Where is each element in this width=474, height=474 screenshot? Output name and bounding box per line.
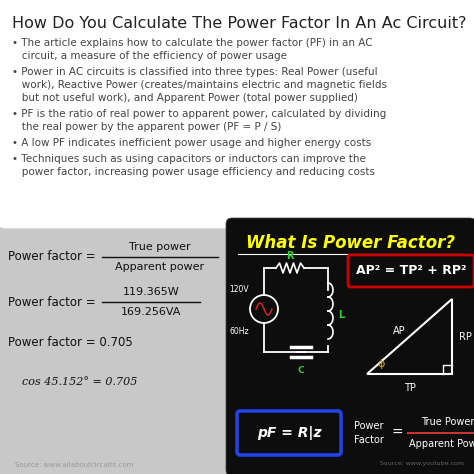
Text: R: R [286, 251, 294, 261]
Text: 60Hz: 60Hz [229, 328, 249, 337]
Text: True Power: True Power [421, 417, 474, 427]
FancyBboxPatch shape [348, 255, 474, 287]
Text: L: L [338, 310, 344, 320]
Text: How Do You Calculate The Power Factor In An Ac Circuit?: How Do You Calculate The Power Factor In… [12, 16, 466, 31]
Text: Source: www.allaboutcircuits.com: Source: www.allaboutcircuits.com [15, 462, 133, 468]
Text: Power factor =: Power factor = [8, 250, 100, 264]
Text: Apparent Power: Apparent Power [409, 439, 474, 449]
Text: Power
Factor: Power Factor [354, 421, 384, 445]
Text: TP: TP [403, 383, 415, 393]
Text: 169.256VA: 169.256VA [121, 307, 181, 317]
FancyBboxPatch shape [237, 411, 341, 455]
Text: AP² = TP² + RP²: AP² = TP² + RP² [356, 264, 466, 277]
Text: pF = R|z: pF = R|z [257, 426, 321, 440]
Text: RP: RP [459, 331, 472, 341]
FancyBboxPatch shape [226, 218, 474, 474]
Text: cos 45.152° = 0.705: cos 45.152° = 0.705 [22, 377, 137, 387]
FancyBboxPatch shape [0, 0, 474, 229]
Text: C: C [298, 366, 304, 375]
Text: Power factor =: Power factor = [8, 295, 100, 309]
Text: • A low PF indicates inefficient power usage and higher energy costs: • A low PF indicates inefficient power u… [12, 138, 371, 148]
Text: 119.365W: 119.365W [123, 287, 179, 297]
Text: • Techniques such as using capacitors or inductors can improve the
   power fact: • Techniques such as using capacitors or… [12, 154, 375, 177]
Text: • The article explains how to calculate the power factor (PF) in an AC
   circui: • The article explains how to calculate … [12, 38, 373, 61]
Text: • Power in AC circuits is classified into three types: Real Power (useful
   wor: • Power in AC circuits is classified int… [12, 67, 387, 102]
Text: 120V: 120V [229, 285, 249, 294]
Text: True power: True power [129, 242, 191, 252]
Text: =: = [392, 426, 404, 440]
Text: Power factor = 0.705: Power factor = 0.705 [8, 336, 133, 348]
Text: Source: www.youtube.com: Source: www.youtube.com [380, 461, 464, 466]
Text: Apparent power: Apparent power [116, 262, 205, 272]
Text: AP: AP [393, 327, 406, 337]
Text: ϕ: ϕ [377, 359, 385, 369]
Text: What Is Power Factor?: What Is Power Factor? [246, 234, 456, 252]
Text: • PF is the ratio of real power to apparent power, calculated by dividing
   the: • PF is the ratio of real power to appar… [12, 109, 386, 132]
